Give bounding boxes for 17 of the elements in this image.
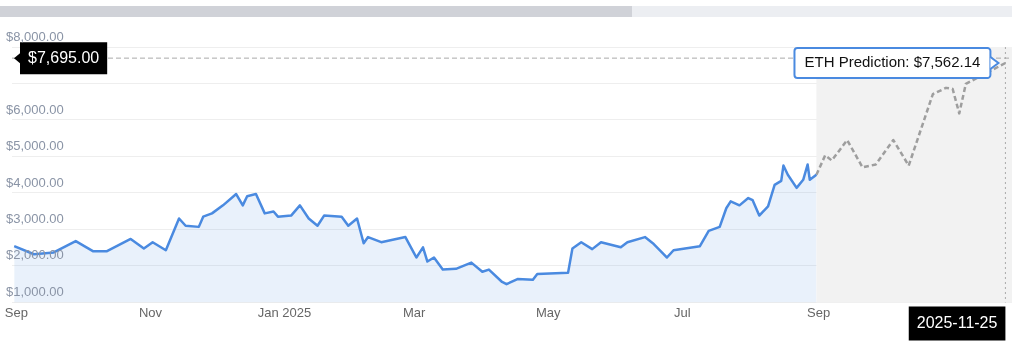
x-tick-label: Jan 2025 xyxy=(257,304,312,320)
y-tick-label: $8,000.00 xyxy=(6,28,64,44)
x-tick-label: Nov xyxy=(138,304,163,320)
y-tick-label: $2,000.00 xyxy=(6,247,64,263)
ref-line-label: $7,695.00 xyxy=(28,48,100,66)
x-tick-label: May xyxy=(535,304,562,320)
x-tick-label: Sep xyxy=(807,304,831,320)
ref-line-label: 2025-11-25 xyxy=(916,313,998,331)
y-tick-label: $4,000.00 xyxy=(6,174,64,190)
y-tick-label: $6,000.00 xyxy=(6,101,64,117)
x-tick-label: Mar xyxy=(403,304,427,320)
x-tick-label: Sep xyxy=(4,304,28,320)
y-tick-label: $3,000.00 xyxy=(6,211,64,227)
y-tick-label: $5,000.00 xyxy=(6,138,64,154)
x-tick-label: Jul xyxy=(674,304,691,320)
y-tick-label: $1,000.00 xyxy=(6,283,64,299)
annotation: ETH Prediction: $7,562.14 xyxy=(804,53,981,71)
